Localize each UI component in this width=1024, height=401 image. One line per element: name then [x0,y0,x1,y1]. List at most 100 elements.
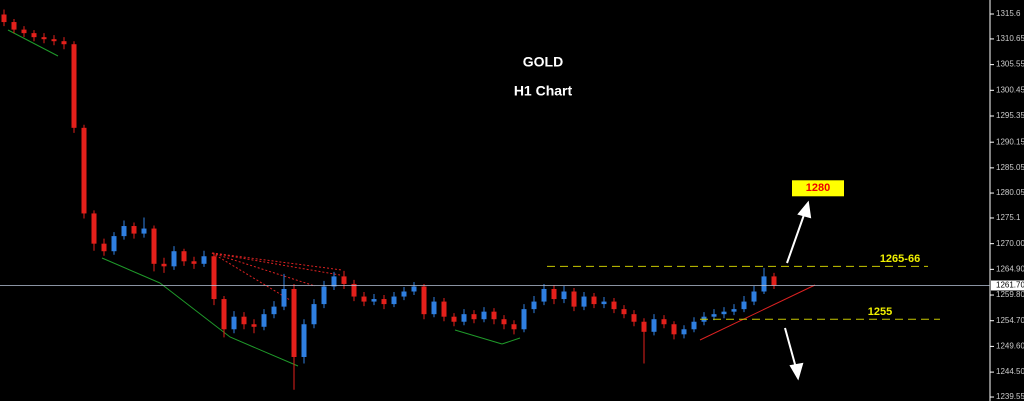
candle-body [641,321,647,332]
candle-body [481,311,487,320]
candle-body [131,226,137,234]
candle-body [361,296,367,302]
candle-body [241,316,247,325]
y-tick-label: 1264.90 [996,264,1024,273]
trend-line [501,337,521,345]
candle-body [651,319,657,332]
arrow-up [786,211,806,264]
candle-body [531,301,537,310]
candle-body [511,324,517,330]
candle-body [151,228,157,264]
candle-body [401,291,407,297]
trend-line [699,284,816,341]
candle-body [11,22,17,30]
candle-body [631,314,637,322]
candle-body [551,288,557,300]
candle-body [691,321,697,330]
candle-body [371,299,377,302]
candle-body [621,309,627,315]
candle-body [281,288,287,307]
y-tick-label: 1295.35 [996,111,1024,120]
y-tick-label: 1254.70 [996,316,1024,325]
candle-body [521,309,527,330]
candle-body [391,296,397,305]
target-label: 1280 [806,182,830,194]
candle-body [751,291,757,302]
y-tick-label: 1239.55 [996,392,1024,401]
candle-body [191,261,197,264]
candle-body [111,236,117,252]
y-tick-label: 1249.60 [996,342,1024,351]
candle-body [71,44,77,128]
candle-body [81,127,87,214]
candle-body [431,301,437,315]
candle-body [221,299,227,330]
current-price-box [991,280,1024,291]
candle-body [31,33,37,38]
candle-body [311,304,317,325]
target-box [792,180,844,197]
candle-body [671,324,677,335]
arrows [784,200,812,381]
candle-body [501,319,507,325]
trend-line [454,329,503,345]
candle-body [611,301,617,310]
trend-line [159,282,299,367]
trend-line [7,29,59,57]
candle-body [201,256,207,264]
candle-body [1,14,7,23]
candle-body [301,324,307,357]
candle-body [581,296,587,307]
candle-body [681,329,687,335]
arrow-head [789,362,804,381]
candle-body [231,316,237,330]
candle-body [261,314,267,327]
trend-lines [7,29,816,367]
trend-line [211,252,343,271]
candle-body [141,228,147,234]
arrow-head [797,200,812,219]
candle-body [421,286,427,315]
candle-body [661,319,667,325]
candle-body [541,288,547,302]
candle-body [61,41,67,45]
candle-body [601,301,607,305]
y-tick-label: 1259.80 [996,290,1024,299]
current-price-label: 1261.70 [996,281,1024,290]
candle-body [561,291,567,300]
candle-body [331,276,337,287]
candle-body [181,251,187,262]
candle-body [411,286,417,292]
candle-body [101,243,107,252]
candle-body [711,314,717,317]
candle-body [441,301,447,317]
trend-line [211,252,341,276]
arrow-down [784,327,797,369]
candle-body [571,291,577,307]
candle-body [211,256,217,300]
chart-title: GOLD [523,54,563,70]
candle-body [451,316,457,322]
candle-body [771,276,777,286]
y-tick-label: 1244.50 [996,367,1024,376]
candle-body [171,251,177,267]
y-tick-label: 1305.55 [996,60,1024,69]
trend-line [101,257,161,284]
candle-body [291,288,297,357]
y-tick-label: 1280.05 [996,188,1024,197]
y-tick-label: 1300.45 [996,85,1024,94]
level-label: 1265-66 [880,253,920,265]
candle-body [731,309,737,312]
trend-line [211,252,291,301]
chart-subtitle: H1 Chart [514,83,573,99]
candle-body [21,29,27,34]
level-label: 1255 [868,306,892,318]
candle-body [251,324,257,327]
candle-body [381,299,387,305]
y-tick-label: 1275.1 [996,213,1021,222]
candle-body [351,283,357,297]
candle-body [51,39,57,42]
y-tick-label: 1315.6 [996,9,1021,18]
candle-body [591,296,597,305]
